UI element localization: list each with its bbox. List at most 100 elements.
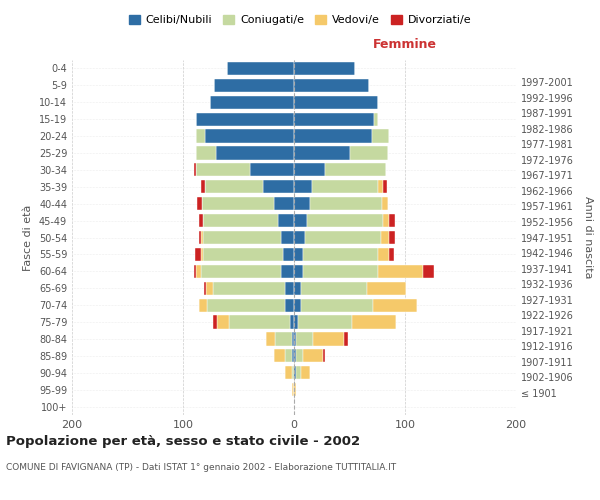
Text: Femmine: Femmine xyxy=(373,38,437,51)
Bar xyxy=(274,349,285,362)
Bar xyxy=(325,164,386,176)
Bar xyxy=(292,349,294,362)
Bar xyxy=(281,264,294,278)
Bar xyxy=(203,248,283,261)
Bar xyxy=(294,298,301,312)
Bar xyxy=(383,180,387,194)
Bar xyxy=(382,197,388,210)
Bar xyxy=(383,214,389,227)
Bar xyxy=(204,282,206,295)
Bar xyxy=(209,96,294,109)
Bar xyxy=(294,383,296,396)
Bar xyxy=(294,62,355,75)
Bar xyxy=(203,231,281,244)
Bar xyxy=(274,197,294,210)
Bar xyxy=(313,332,344,345)
Bar xyxy=(294,349,296,362)
Bar xyxy=(323,349,325,362)
Bar xyxy=(350,146,388,160)
Bar xyxy=(201,248,203,261)
Legend: Celibi/Nubili, Coniugati/e, Vedovi/e, Divorziati/e: Celibi/Nubili, Coniugati/e, Vedovi/e, Di… xyxy=(124,10,476,30)
Bar xyxy=(203,214,278,227)
Bar xyxy=(213,282,285,295)
Bar xyxy=(206,282,213,295)
Bar xyxy=(196,146,217,160)
Bar xyxy=(294,264,303,278)
Bar xyxy=(296,349,303,362)
Bar xyxy=(217,146,294,160)
Bar xyxy=(266,332,275,345)
Bar xyxy=(303,264,379,278)
Bar xyxy=(372,130,389,142)
Bar xyxy=(303,248,379,261)
Bar xyxy=(283,248,294,261)
Bar xyxy=(214,79,294,92)
Bar xyxy=(213,316,217,328)
Bar xyxy=(292,332,294,345)
Bar xyxy=(373,298,417,312)
Bar xyxy=(379,180,383,194)
Bar xyxy=(275,332,292,345)
Bar xyxy=(294,180,312,194)
Bar xyxy=(344,332,349,345)
Bar xyxy=(285,349,292,362)
Bar xyxy=(294,197,310,210)
Bar xyxy=(201,231,203,244)
Bar xyxy=(294,130,372,142)
Bar xyxy=(301,366,310,380)
Text: Popolazione per età, sesso e stato civile - 2002: Popolazione per età, sesso e stato civil… xyxy=(6,435,360,448)
Bar xyxy=(196,264,201,278)
Y-axis label: Fasce di età: Fasce di età xyxy=(23,204,33,270)
Bar xyxy=(379,248,389,261)
Bar xyxy=(294,332,296,345)
Bar xyxy=(194,164,196,176)
Bar xyxy=(294,366,296,380)
Bar xyxy=(303,349,323,362)
Bar xyxy=(294,316,298,328)
Bar xyxy=(217,316,229,328)
Bar xyxy=(294,112,374,126)
Bar xyxy=(389,248,394,261)
Bar xyxy=(367,282,406,295)
Bar xyxy=(389,231,395,244)
Bar xyxy=(298,316,352,328)
Bar xyxy=(201,180,205,194)
Bar xyxy=(294,214,307,227)
Y-axis label: Anni di nascita: Anni di nascita xyxy=(583,196,593,279)
Bar xyxy=(194,264,196,278)
Text: COMUNE DI FAVIGNANA (TP) - Dati ISTAT 1° gennaio 2002 - Elaborazione TUTTITALIA.: COMUNE DI FAVIGNANA (TP) - Dati ISTAT 1°… xyxy=(6,462,396,471)
Bar xyxy=(294,248,303,261)
Bar xyxy=(296,332,313,345)
Bar xyxy=(285,298,294,312)
Bar xyxy=(296,366,301,380)
Bar xyxy=(290,316,294,328)
Bar xyxy=(205,180,263,194)
Bar xyxy=(285,282,294,295)
Bar xyxy=(307,214,383,227)
Bar xyxy=(294,231,305,244)
Bar xyxy=(294,96,379,109)
Bar xyxy=(292,366,294,380)
Bar xyxy=(374,112,379,126)
Bar xyxy=(250,164,294,176)
Bar xyxy=(423,264,434,278)
Bar xyxy=(294,282,301,295)
Bar xyxy=(294,79,370,92)
Bar xyxy=(379,264,423,278)
Bar xyxy=(278,214,294,227)
Bar xyxy=(199,231,201,244)
Bar xyxy=(352,316,396,328)
Bar xyxy=(310,197,382,210)
Bar xyxy=(227,62,294,75)
Bar xyxy=(196,112,294,126)
Bar xyxy=(301,282,367,295)
Bar xyxy=(199,214,203,227)
Bar xyxy=(195,248,201,261)
Bar xyxy=(197,197,202,210)
Bar xyxy=(263,180,294,194)
Bar xyxy=(292,383,294,396)
Bar xyxy=(294,164,325,176)
Bar xyxy=(202,197,274,210)
Bar xyxy=(201,264,281,278)
Bar xyxy=(389,214,395,227)
